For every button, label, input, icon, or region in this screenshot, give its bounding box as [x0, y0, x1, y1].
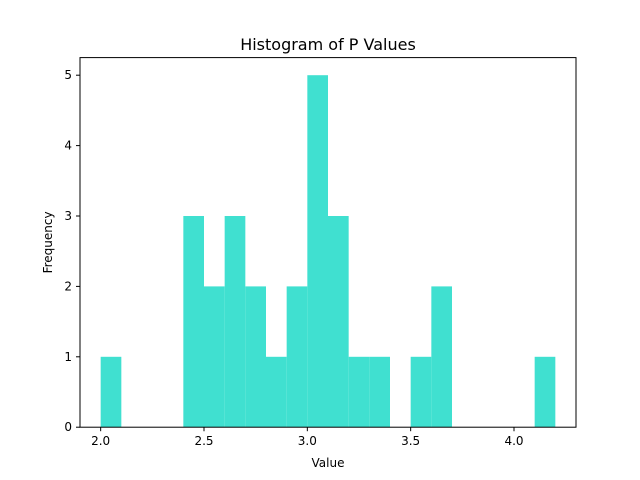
y-tick-label: 3 [64, 209, 72, 223]
histogram-bar [100, 356, 122, 428]
histogram-bar [369, 356, 390, 428]
x-tick-label: 3.5 [401, 434, 420, 448]
y-axis-ticks: 0 1 2 3 4 5 [64, 68, 80, 434]
y-tick-label: 5 [64, 68, 72, 82]
axes-frame [79, 57, 577, 428]
histogram-bar [204, 286, 225, 428]
y-tick-label: 0 [64, 420, 72, 434]
histogram-bar [224, 216, 246, 428]
histogram-bar [534, 356, 556, 428]
y-tick-label: 4 [64, 139, 72, 153]
histogram-bar [183, 216, 204, 428]
x-tick-label: 2.5 [194, 434, 213, 448]
chart-title: Histogram of P Values [240, 35, 416, 54]
x-tick-label: 3.0 [298, 434, 317, 448]
x-axis-ticks: 2.0 2.5 3.0 3.5 4.0 [91, 427, 524, 448]
histogram-bar [348, 356, 370, 428]
y-tick-label: 2 [64, 279, 72, 293]
y-tick-label: 1 [64, 350, 72, 364]
histogram-bar [307, 75, 328, 428]
histogram-bar [328, 216, 349, 428]
y-axis-label: Frequency [41, 211, 55, 273]
x-axis-label: Value [312, 456, 345, 470]
histogram-bar [245, 286, 266, 428]
histogram-bar [266, 356, 287, 428]
x-tick-label: 2.0 [91, 434, 110, 448]
histogram-bar [431, 286, 452, 428]
bars-group [100, 75, 556, 428]
x-tick-label: 4.0 [504, 434, 523, 448]
histogram-bar [410, 356, 432, 428]
histogram-bar [286, 286, 308, 428]
